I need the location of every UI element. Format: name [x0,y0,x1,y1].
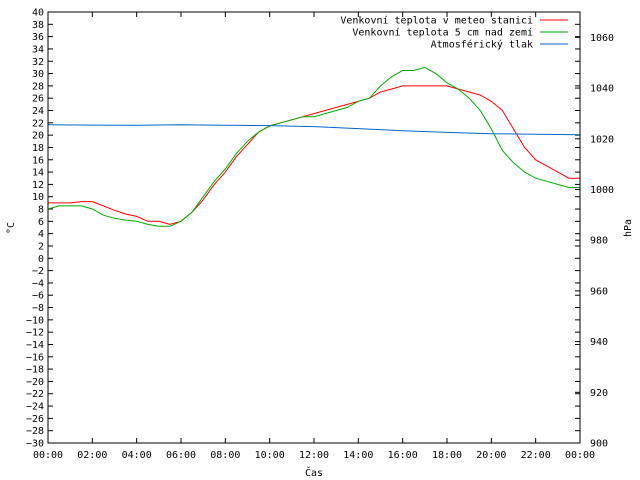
y-tick-label: −30 [26,439,44,450]
left-axis: 4038363432302826242220181614121086420−2−… [26,8,580,450]
y-tick-label: 16 [32,155,44,166]
x-tick-label: 00:00 [33,450,63,461]
y-tick-label: 22 [32,118,44,129]
x-tick-label: 10:00 [255,450,285,461]
y2-tick-label: 1060 [590,33,614,44]
x-tick-label: 12:00 [299,450,329,461]
y-tick-label: −24 [26,402,44,413]
y-tick-label: 12 [32,180,44,191]
y-tick-label: −22 [26,389,44,400]
y-tick-label: −26 [26,414,44,425]
series-line-2 [47,66,580,227]
legend-label-1: Venkovní teplota v meteo stanici [340,15,533,27]
x-tick-label: 20:00 [476,450,506,461]
y2-tick-label: 1040 [590,84,614,95]
legend-label-2: Venkovní teplota 5 cm nad zemí [352,27,533,39]
legend-label-3: Atmosférický tlak [431,39,533,51]
y-tick-label: 32 [32,57,44,68]
legend: Venkovní teplota v meteo staniciVenkovní… [340,15,568,51]
y2-axis-title: hPa [623,219,634,237]
plot-frame [47,11,581,444]
y-tick-label: 6 [38,217,44,228]
x-tick-label: 14:00 [343,450,373,461]
y-tick-label: −14 [26,340,44,351]
y-tick-label: 0 [38,254,44,265]
series-line-3 [47,124,581,136]
y-tick-label: 36 [32,32,44,43]
x-tick-label: 06:00 [166,450,196,461]
y2-tick-label: 1020 [590,134,614,145]
x-tick-label: 16:00 [388,450,418,461]
y-tick-label: 30 [32,69,44,80]
x-axis-title: Čas [305,466,323,479]
y-tick-label: 14 [32,168,44,179]
x-tick-label: 08:00 [210,450,240,461]
y-tick-label: −8 [32,303,44,314]
y-tick-label: −18 [26,365,44,376]
bottom-axis: 00:00 02:00 04:00 06:00 08:00 10:00 12:00 14:00… [33,12,595,461]
y-tick-label: 26 [32,94,44,105]
y-tick-label: −16 [26,352,44,363]
y-tick-label: −4 [32,278,44,289]
y2-tick-label: 1000 [590,185,614,196]
y-tick-label: 18 [32,143,44,154]
x-tick-label: 04:00 [122,450,152,461]
y-tick-label: 34 [32,44,44,55]
y-tick-label: 38 [32,20,44,31]
series-line-1 [48,85,580,225]
y-tick-label: 40 [32,8,44,19]
y-tick-label: −20 [26,377,44,388]
y-tick-label: 28 [32,81,44,92]
y-tick-label: −28 [26,426,44,437]
series-layer [47,66,581,227]
y-tick-label: −12 [26,328,44,339]
x-tick-label: 22:00 [521,450,551,461]
y-tick-label: −2 [32,266,44,277]
y-axis-title: °C [6,222,17,234]
y-tick-label: −6 [32,291,44,302]
y-tick-label: 20 [32,131,44,142]
y-tick-label: 2 [38,241,44,252]
y-tick-label: 24 [32,106,44,117]
y2-tick-label: 920 [590,388,608,399]
x-tick-label: 18:00 [432,450,462,461]
y2-tick-label: 900 [590,439,608,450]
right-axis: 1060 1040 1020 1000 980 960 940 920 900 [575,33,614,450]
y-tick-label: 8 [38,205,44,216]
y2-tick-label: 960 [590,286,608,297]
x-tick-label: 00:00 [565,450,595,461]
y2-tick-label: 940 [590,337,608,348]
y-tick-label: 10 [32,192,44,203]
y-tick-label: 4 [38,229,44,240]
x-tick-label: 02:00 [77,450,107,461]
y-tick-label: −10 [26,315,44,326]
y2-tick-label: 980 [590,236,608,247]
